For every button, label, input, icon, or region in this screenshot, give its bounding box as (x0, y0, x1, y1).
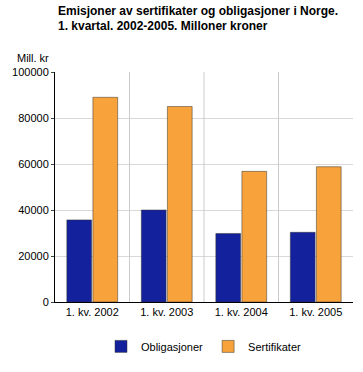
svg-text:Obligasjoner: Obligasjoner (141, 341, 203, 353)
svg-text:1. kv. 2005: 1. kv. 2005 (289, 306, 342, 318)
svg-text:100000: 100000 (12, 66, 49, 78)
svg-text:1. kv. 2003: 1. kv. 2003 (140, 306, 193, 318)
svg-text:Mill. kr: Mill. kr (17, 52, 49, 64)
svg-text:20000: 20000 (18, 250, 49, 262)
svg-text:1. kv. 2002: 1. kv. 2002 (66, 306, 119, 318)
svg-text:60000: 60000 (18, 158, 49, 170)
svg-text:Emisjoner av sertifikater og o: Emisjoner av sertifikater og obligasjone… (58, 4, 338, 34)
svg-text:80000: 80000 (18, 112, 49, 124)
svg-text:0: 0 (43, 296, 49, 308)
svg-text:Sertifikater: Sertifikater (248, 341, 301, 353)
svg-text:1. kv. 2004: 1. kv. 2004 (215, 306, 268, 318)
svg-text:40000: 40000 (18, 204, 49, 216)
